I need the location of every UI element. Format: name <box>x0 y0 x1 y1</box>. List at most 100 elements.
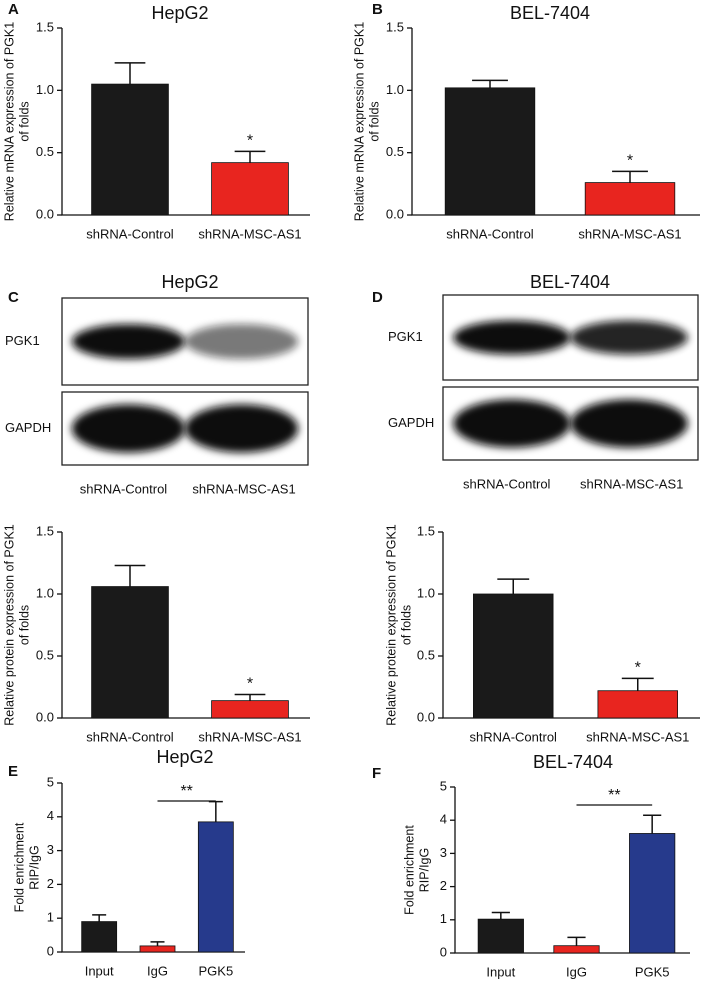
x-tick-label: PGK5 <box>198 963 233 978</box>
panel-letter: F <box>372 765 381 782</box>
blot-row-label: GAPDH <box>388 415 434 430</box>
y-tick-label: 1.0 <box>36 585 54 600</box>
x-tick-label: IgG <box>147 963 168 978</box>
x-tick-label: shRNA-MSC-AS1 <box>198 226 301 241</box>
x-tick-label: shRNA-MSC-AS1 <box>578 226 681 241</box>
panel-letter: C <box>8 289 19 306</box>
y-tick-label: 1.0 <box>417 585 435 600</box>
bar <box>629 833 676 954</box>
blot-band <box>71 404 185 453</box>
bar <box>197 821 234 953</box>
y-axis-label: of folds <box>399 605 413 645</box>
significance-label: ** <box>608 787 620 804</box>
chart-title: BEL-7404 <box>510 3 590 23</box>
panel-letter: A <box>8 1 19 18</box>
y-tick-label: 4 <box>47 808 54 823</box>
significance-label: * <box>635 660 641 677</box>
x-tick-label: PGK5 <box>635 964 670 979</box>
blot-row-label: GAPDH <box>5 420 51 435</box>
chart-title: HepG2 <box>156 747 213 767</box>
x-tick-label: shRNA-Control <box>86 729 174 744</box>
y-tick-label: 1.5 <box>417 523 435 538</box>
blot-lane-label: shRNA-Control <box>80 481 168 496</box>
bar <box>81 921 118 953</box>
bar <box>139 945 176 953</box>
blot-row-label: PGK1 <box>5 333 40 348</box>
y-tick-label: 1.0 <box>386 82 404 97</box>
error-bar <box>472 79 508 88</box>
panel-letter: E <box>8 763 18 780</box>
y-tick-label: 0.5 <box>36 647 54 662</box>
bar <box>211 700 289 719</box>
error-bar <box>234 150 266 163</box>
error-bar <box>114 62 146 85</box>
y-tick-label: 1.5 <box>36 19 54 34</box>
y-tick-label: 2 <box>440 878 447 893</box>
y-axis-label: of folds <box>367 101 381 141</box>
y-tick-label: 1.0 <box>36 82 54 97</box>
significance-label: * <box>627 153 633 170</box>
error-bar <box>621 677 654 691</box>
y-axis-label: Fold enrichment <box>12 822 26 912</box>
y-axis-label: Relative protein expression of PGK1 <box>384 524 398 726</box>
y-tick-label: 0.5 <box>386 144 404 159</box>
error-bar <box>567 936 586 946</box>
significance-label: * <box>247 133 253 150</box>
y-tick-label: 0.5 <box>36 144 54 159</box>
chart-title: BEL-7404 <box>533 752 613 772</box>
x-tick-label: IgG <box>566 964 587 979</box>
bar <box>444 87 536 216</box>
blot-band <box>453 399 571 448</box>
error-bar <box>114 564 146 587</box>
error-bar <box>92 914 107 922</box>
y-axis-label: of folds <box>17 101 31 141</box>
y-tick-label: 2 <box>47 876 54 891</box>
y-axis-label: Relative mRNA expression of PGK1 <box>2 22 16 221</box>
y-axis-label: RIP/IgG <box>417 848 431 892</box>
blot-band <box>453 320 571 355</box>
blot-band <box>570 320 688 355</box>
blot-title: HepG2 <box>161 272 218 292</box>
x-tick-label: shRNA-Control <box>470 729 558 744</box>
blot-band <box>185 324 299 359</box>
error-bar <box>643 814 662 834</box>
chart-title: HepG2 <box>151 3 208 23</box>
y-tick-label: 0.0 <box>36 709 54 724</box>
error-bar <box>234 693 266 701</box>
y-tick-label: 1 <box>47 910 54 925</box>
blot-band <box>185 404 299 453</box>
y-tick-label: 3 <box>440 845 447 860</box>
bar <box>477 918 524 954</box>
panel-letter: B <box>372 1 383 18</box>
x-tick-label: shRNA-MSC-AS1 <box>198 729 301 744</box>
y-tick-label: 0.0 <box>36 206 54 221</box>
y-axis-label: Relative mRNA expression of PGK1 <box>352 22 366 221</box>
y-axis-label: Relative protein expression of PGK1 <box>2 524 16 726</box>
bar <box>473 593 554 719</box>
blot-title: BEL-7404 <box>530 272 610 292</box>
error-bar <box>150 941 165 946</box>
error-bar <box>612 170 648 183</box>
significance-label: * <box>247 676 253 693</box>
x-tick-label: shRNA-Control <box>446 226 534 241</box>
y-axis-label: Fold enrichment <box>402 825 416 915</box>
x-tick-label: Input <box>85 963 114 978</box>
y-tick-label: 5 <box>440 778 447 793</box>
y-axis-label: of folds <box>17 605 31 645</box>
error-bar <box>497 578 530 594</box>
error-bar <box>491 911 510 920</box>
bar <box>597 690 678 719</box>
y-tick-label: 0.0 <box>386 206 404 221</box>
blot-band <box>71 324 185 359</box>
blot-lane-label: shRNA-MSC-AS1 <box>192 481 295 496</box>
blot-lane-label: shRNA-Control <box>463 476 551 491</box>
significance-label: ** <box>180 783 192 800</box>
y-tick-label: 0.5 <box>417 647 435 662</box>
y-tick-label: 1.5 <box>386 19 404 34</box>
x-tick-label: shRNA-MSC-AS1 <box>586 729 689 744</box>
y-tick-label: 0 <box>47 943 54 958</box>
x-tick-label: Input <box>486 964 515 979</box>
bar <box>211 162 289 216</box>
y-tick-label: 3 <box>47 842 54 857</box>
